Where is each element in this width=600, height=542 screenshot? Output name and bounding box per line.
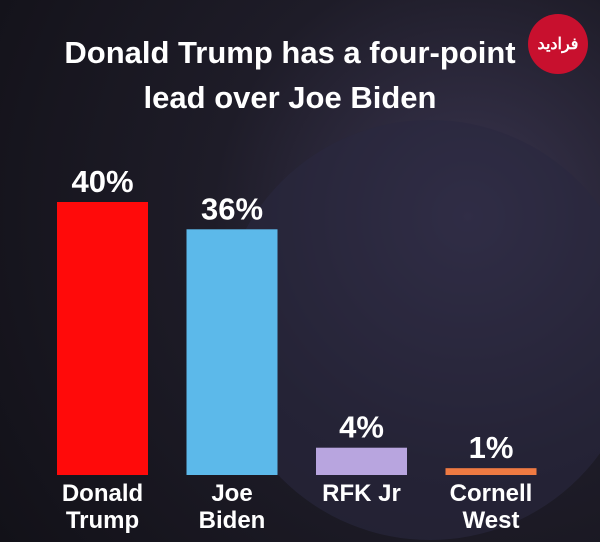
bar: [186, 229, 278, 475]
watermark: فرادید: [528, 14, 588, 74]
bar: [445, 468, 537, 475]
category-label: Cornell West: [449, 480, 533, 534]
value-label: 1%: [469, 430, 514, 465]
chart-title: Donald Trump has a four-point lead over …: [64, 35, 516, 115]
background-circle: [220, 120, 600, 540]
bar: [57, 202, 148, 475]
value-label: 4%: [339, 410, 384, 445]
category-label: RFK Jr: [322, 480, 401, 507]
value-label: 36%: [201, 191, 263, 226]
bar: [316, 447, 407, 475]
value-label: 40%: [71, 164, 133, 199]
category-label: Joe Biden: [198, 480, 266, 534]
category-label: Donald Trump: [61, 480, 144, 534]
